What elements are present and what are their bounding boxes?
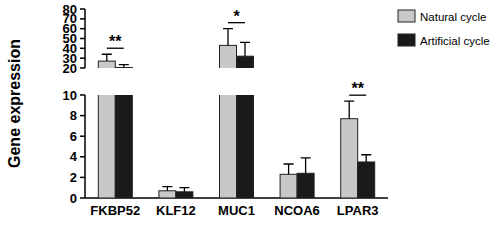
bar <box>98 61 115 198</box>
bar <box>176 192 193 198</box>
error-bar <box>162 187 172 191</box>
legend-swatch <box>398 10 415 22</box>
error-bar <box>119 65 129 68</box>
y-tick <box>80 156 85 158</box>
bar <box>341 119 358 198</box>
significance-label: * <box>233 8 240 25</box>
y-tick <box>80 94 85 96</box>
error-bar <box>344 101 354 119</box>
y-tick <box>80 28 85 30</box>
bar <box>237 56 254 198</box>
x-tick-label: KLF12 <box>156 203 196 218</box>
y-axis: 024681020304050607080 <box>63 2 85 206</box>
y-tick <box>80 115 85 117</box>
y-tick-label: 80 <box>63 2 77 17</box>
y-tick-label: 10 <box>63 88 77 103</box>
legend: Natural cycle Artificial cycle <box>398 10 490 47</box>
error-bar <box>301 158 311 173</box>
error-bar <box>284 164 294 174</box>
x-tick-label: NCOA6 <box>274 203 320 218</box>
bar <box>297 173 314 198</box>
bar <box>159 191 176 198</box>
y-tick <box>80 8 85 10</box>
y-tick-label: 2 <box>70 170 77 185</box>
error-bar <box>179 188 189 192</box>
x-tick-label: FKBP52 <box>90 203 140 218</box>
y-tick <box>80 57 85 59</box>
error-bar <box>223 29 233 46</box>
error-bar <box>102 54 112 61</box>
bar <box>220 45 237 198</box>
bar <box>115 68 132 198</box>
error-bar <box>361 155 371 162</box>
y-tick <box>80 48 85 50</box>
y-tick-label: 8 <box>70 108 77 123</box>
y-tick <box>80 18 85 20</box>
bar <box>280 174 297 198</box>
y-axis-line-lower <box>84 95 86 198</box>
y-tick <box>80 197 85 199</box>
significance-label: ** <box>351 80 364 97</box>
legend-label: Natural cycle <box>420 11 486 23</box>
y-tick <box>80 177 85 179</box>
bar <box>358 162 375 198</box>
y-tick-label: 0 <box>70 191 77 206</box>
error-bar <box>240 42 250 56</box>
x-tick-label: MUC1 <box>218 203 255 218</box>
y-tick <box>80 67 85 69</box>
y-axis-title: Gene expression <box>6 39 23 168</box>
significance-label: ** <box>109 33 122 50</box>
chart: 024681020304050607080Gene expressionFKBP… <box>0 0 500 225</box>
legend-label: Artificial cycle <box>420 35 490 47</box>
x-axis: FKBP52 KLF12 MUC1 NCOA6 LPAR3 <box>85 198 388 218</box>
plot-area <box>98 29 374 198</box>
chart-container: 024681020304050607080Gene expressionFKBP… <box>0 0 500 225</box>
y-tick-label: 4 <box>70 149 78 164</box>
y-tick <box>80 135 85 137</box>
y-tick-label: 6 <box>70 129 77 144</box>
legend-swatch <box>398 34 415 46</box>
y-tick <box>80 38 85 40</box>
x-tick-label: LPAR3 <box>337 203 379 218</box>
